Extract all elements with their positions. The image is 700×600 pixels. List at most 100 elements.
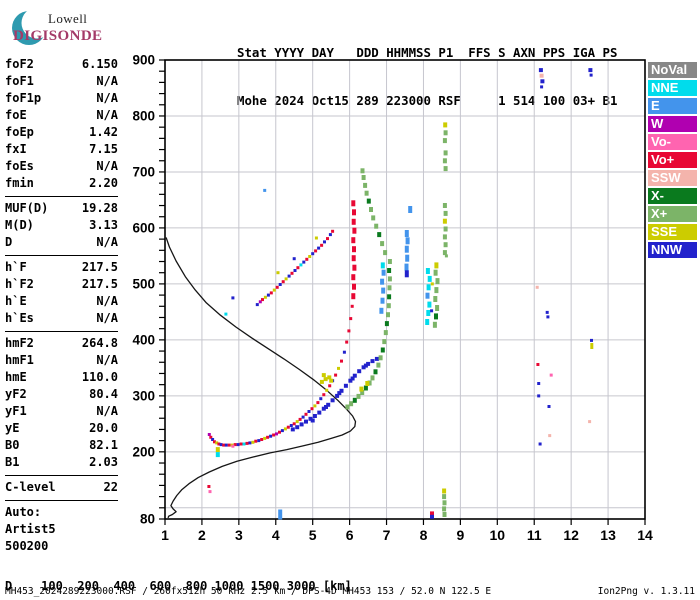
echo-point-oblique-nnw-trace (321, 406, 326, 411)
legend-item-w: W (648, 116, 697, 132)
echo-point-f-trace-o-mode (224, 443, 228, 447)
param-row: foEp 1.42 (5, 124, 118, 141)
echo-point-f-trace-o-mode (215, 441, 219, 445)
param-row: yF1 N/A (5, 403, 118, 420)
echo-point-fof2-cusp-strip (351, 293, 356, 300)
echo-point-column-8.6mhz (442, 218, 447, 224)
echo-point-f-trace-o-mode (213, 440, 216, 444)
param-label: h`F (5, 260, 27, 274)
echo-point-x-trace (349, 401, 354, 407)
param-label: foE (5, 108, 27, 122)
muf-table: D 100 200 400 600 800 1000 1500 3000 [km… (5, 553, 359, 600)
legend-item-noval: NoVal (648, 62, 697, 78)
echo-point-f-trace-o-mode (211, 438, 215, 441)
param-row: yF2 80.4 (5, 386, 118, 403)
echo-point-e-region-echoes (231, 444, 235, 448)
echo-point-sporadic-high-range (590, 343, 594, 349)
echo-point-oblique-nnw-trace (352, 373, 357, 378)
echo-point-fof2-cusp-strip (351, 274, 356, 281)
echo-point-second-hop-spread (261, 298, 264, 302)
echo-point-sporadic-high-range (538, 442, 542, 446)
echo-point-x-trace (376, 362, 381, 368)
echo-point-f-trace-o-mode (233, 443, 237, 447)
param-divider (5, 196, 118, 197)
legend-item-nnw: NNW (648, 242, 697, 258)
echo-point-x-trace (386, 303, 391, 309)
param-row: hmE 110.0 (5, 369, 118, 386)
echo-point-x-trace (387, 276, 392, 282)
echo-point-column-8.6mhz (442, 138, 447, 144)
param-value: 22 (103, 480, 118, 494)
echo-point-second-hop-spread (278, 283, 282, 286)
echo-point-x-trace (364, 190, 369, 196)
param-row: foF1 N/A (5, 73, 118, 90)
echo-point-fof2-cusp-strip (352, 283, 356, 290)
echo-point-second-hop-spread (284, 277, 288, 281)
echo-point-x-trace (382, 339, 387, 345)
echo-point-oblique-nnw-trace (348, 378, 353, 383)
param-label: C-level (5, 480, 56, 494)
echo-point-oblique-nnw-trace (290, 427, 295, 432)
echo-point-second-hop-spread (287, 274, 291, 278)
param-value: N/A (96, 404, 118, 418)
digisonde-logo: Lowell DIGISONDE (6, 4, 176, 52)
echo-point-sporadic-high-range (545, 310, 549, 314)
echo-point-f-trace-o-mode (219, 443, 223, 447)
echo-point-column-8.2mhz (425, 292, 430, 299)
echo-point-baseline-marks (278, 509, 283, 520)
echo-point-sporadic-high-range (538, 68, 543, 73)
echo-point-sse-patch (327, 375, 332, 380)
x-axis-label: 8 (420, 527, 428, 543)
echo-point-baseline-marks (442, 512, 447, 517)
param-label: D (5, 235, 13, 249)
echo-point-f-trace-o-mode (319, 397, 323, 401)
echo-point-second-hop-spread (281, 280, 285, 284)
echo-point-e-region-echoes (231, 296, 235, 300)
x-axis-label: 13 (600, 527, 616, 543)
echo-point-f-trace-o-mode (222, 443, 226, 447)
echo-point-x-trace (363, 385, 368, 391)
echo-point-second-hop-spread (331, 229, 335, 233)
echo-point-e-region-echoes (224, 312, 228, 316)
echo-point-f-trace-o-mode (248, 441, 252, 445)
echo-point-sse-patch (329, 378, 334, 383)
echo-point-x-trace (387, 285, 392, 291)
echo-point-column-8.2mhz (432, 321, 437, 328)
param-value: 7.15 (89, 142, 118, 156)
echo-point-second-hop-spread (320, 243, 324, 247)
param-value: 6.150 (81, 57, 118, 71)
echo-point-f-trace-o-mode (334, 373, 338, 377)
param-label: h`Es (5, 311, 34, 325)
param-value: 110.0 (81, 370, 118, 384)
echo-point-column-8.6mhz (443, 150, 448, 156)
y-axis-label: 400 (132, 332, 155, 347)
echo-point-f-trace-o-mode (292, 422, 296, 426)
param-label: Auto: (5, 505, 42, 519)
param-label: h`E (5, 294, 27, 308)
param-value: 19.28 (81, 201, 118, 215)
y-axis-label: 80 (140, 512, 155, 527)
echo-point-column-8.2mhz (430, 282, 434, 286)
x-axis-label: 9 (456, 527, 464, 543)
echo-point-f-trace-o-mode (350, 304, 354, 308)
echo-point-x-trace (386, 312, 390, 318)
echo-point-f-trace-o-mode (251, 440, 255, 444)
echo-point-sporadic-high-range (548, 434, 552, 438)
echo-point-e-region-echoes (215, 447, 220, 453)
footer-version: Ion2Png v. 1.3.11 (597, 586, 695, 597)
echo-point-sporadic-high-range (536, 363, 540, 366)
echo-point-second-hop-spread (299, 263, 303, 267)
echo-point-x-trace (380, 347, 385, 353)
echo-point-f-trace-o-mode (207, 433, 211, 436)
param-row: D N/A (5, 234, 118, 251)
param-row: hmF2 264.8 (5, 335, 118, 352)
echo-point-fof2-cusp-strip (352, 246, 356, 253)
echo-point-sporadic-high-range (537, 382, 541, 385)
echo-point-oblique-nnw-trace (357, 369, 362, 374)
plot-border (164, 59, 646, 520)
param-value: 80.4 (89, 387, 118, 401)
legend-item-vo: Vo+ (648, 152, 697, 168)
echo-point-oblique-nnw-trace (363, 363, 368, 368)
echo-point-second-hop-spread (308, 255, 312, 258)
param-divider (5, 331, 118, 332)
